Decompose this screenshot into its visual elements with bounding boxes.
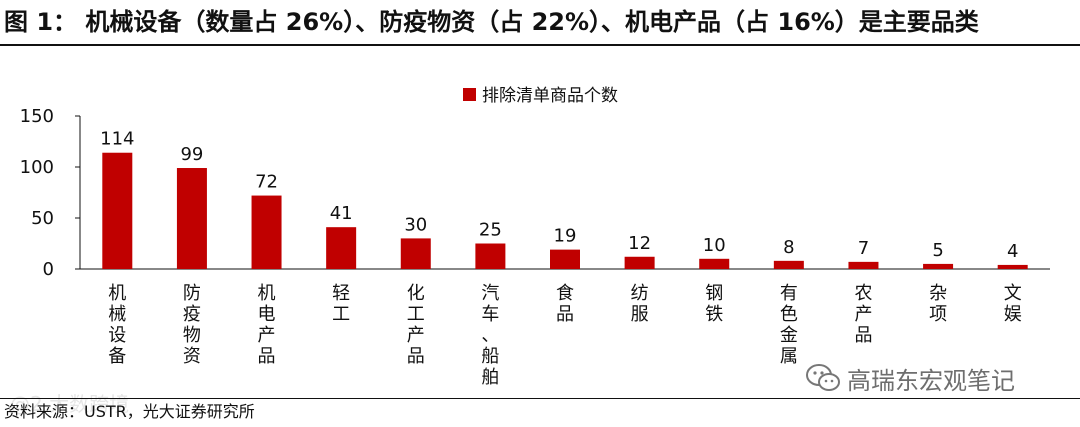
bars [102,152,1028,269]
bar-value-label: 25 [479,220,502,241]
x-category-label: 农产品 [854,283,872,346]
bar-value-label: 72 [255,172,278,193]
legend-label: 排除清单商品个数 [482,86,618,106]
y-tick-label: 150 [20,106,54,127]
x-category-label: 纺服 [631,283,649,325]
source-note: 资料来源：USTR，光大证券研究所 [4,402,255,421]
x-category-label: 轻工 [332,283,350,325]
bar-value-label: 7 [858,238,869,259]
y-tick-label: 0 [43,259,54,280]
watermark: 高瑞东宏观笔记 [805,360,1015,396]
faint-watermark: @2 大数跨境 [10,392,130,416]
bar [102,152,133,269]
x-category-label: 有色金属 [780,283,798,367]
category-labels: 机械设备 防疫物资 机电产品 轻工 化工产品 汽车、船舶 食品 纺服 钢铁 有色金属 农产品 杂项 文娱 [108,283,1021,388]
bar [923,263,954,269]
x-category-label: 防疫物资 [183,283,201,367]
bar-value-label: 12 [628,233,651,254]
y-tick-label: 100 [20,157,54,178]
bar [997,264,1028,269]
bar-value-label: 4 [1007,241,1018,262]
bar-chart: 0 50 100 150 114 99 72 41 30 25 19 12 10 8 7 5 4 机械设备 防疫… [20,86,1050,388]
bar-value-label: 30 [404,214,427,235]
bar-value-label: 5 [932,240,943,261]
data-labels: 114 99 72 41 30 25 19 12 10 8 7 5 4 [100,129,1018,262]
title-divider [0,44,1080,46]
wechat-icon [806,364,840,391]
bar [550,249,580,269]
bar-value-label: 19 [554,226,577,247]
y-tick-label: 50 [31,208,54,229]
bar [326,227,357,269]
bar [773,260,804,269]
axes: 0 50 100 150 [20,106,1050,280]
x-category-label: 食品 [556,283,574,325]
bar [176,168,207,269]
bar [475,243,506,269]
x-category-label: 汽车、船舶 [481,283,499,388]
x-category-label: 机电产品 [258,283,276,367]
figure-title: 图 1： 机械设备（数量占 26%）、防疫物资（占 22%）、机电产品（占 16… [4,8,979,36]
x-category-label: 文娱 [1004,283,1022,325]
bar-value-label: 10 [703,235,726,256]
bar-value-label: 99 [180,144,203,165]
legend: 排除清单商品个数 [463,86,618,106]
bar [848,261,879,269]
bar-value-label: 41 [330,203,353,224]
source-divider [0,398,1080,399]
bar [251,195,282,269]
x-category-label: 机械设备 [108,283,126,367]
bar-value-label: 114 [100,129,134,150]
x-category-label: 化工产品 [407,283,425,367]
x-category-label: 钢铁 [705,283,723,325]
bar-value-label: 8 [783,237,794,258]
watermark-text: 高瑞东宏观笔记 [847,366,1015,395]
bar [699,258,730,269]
bar [400,238,431,269]
bar [624,256,655,269]
x-category-label: 杂项 [929,283,947,325]
legend-swatch [463,88,476,101]
